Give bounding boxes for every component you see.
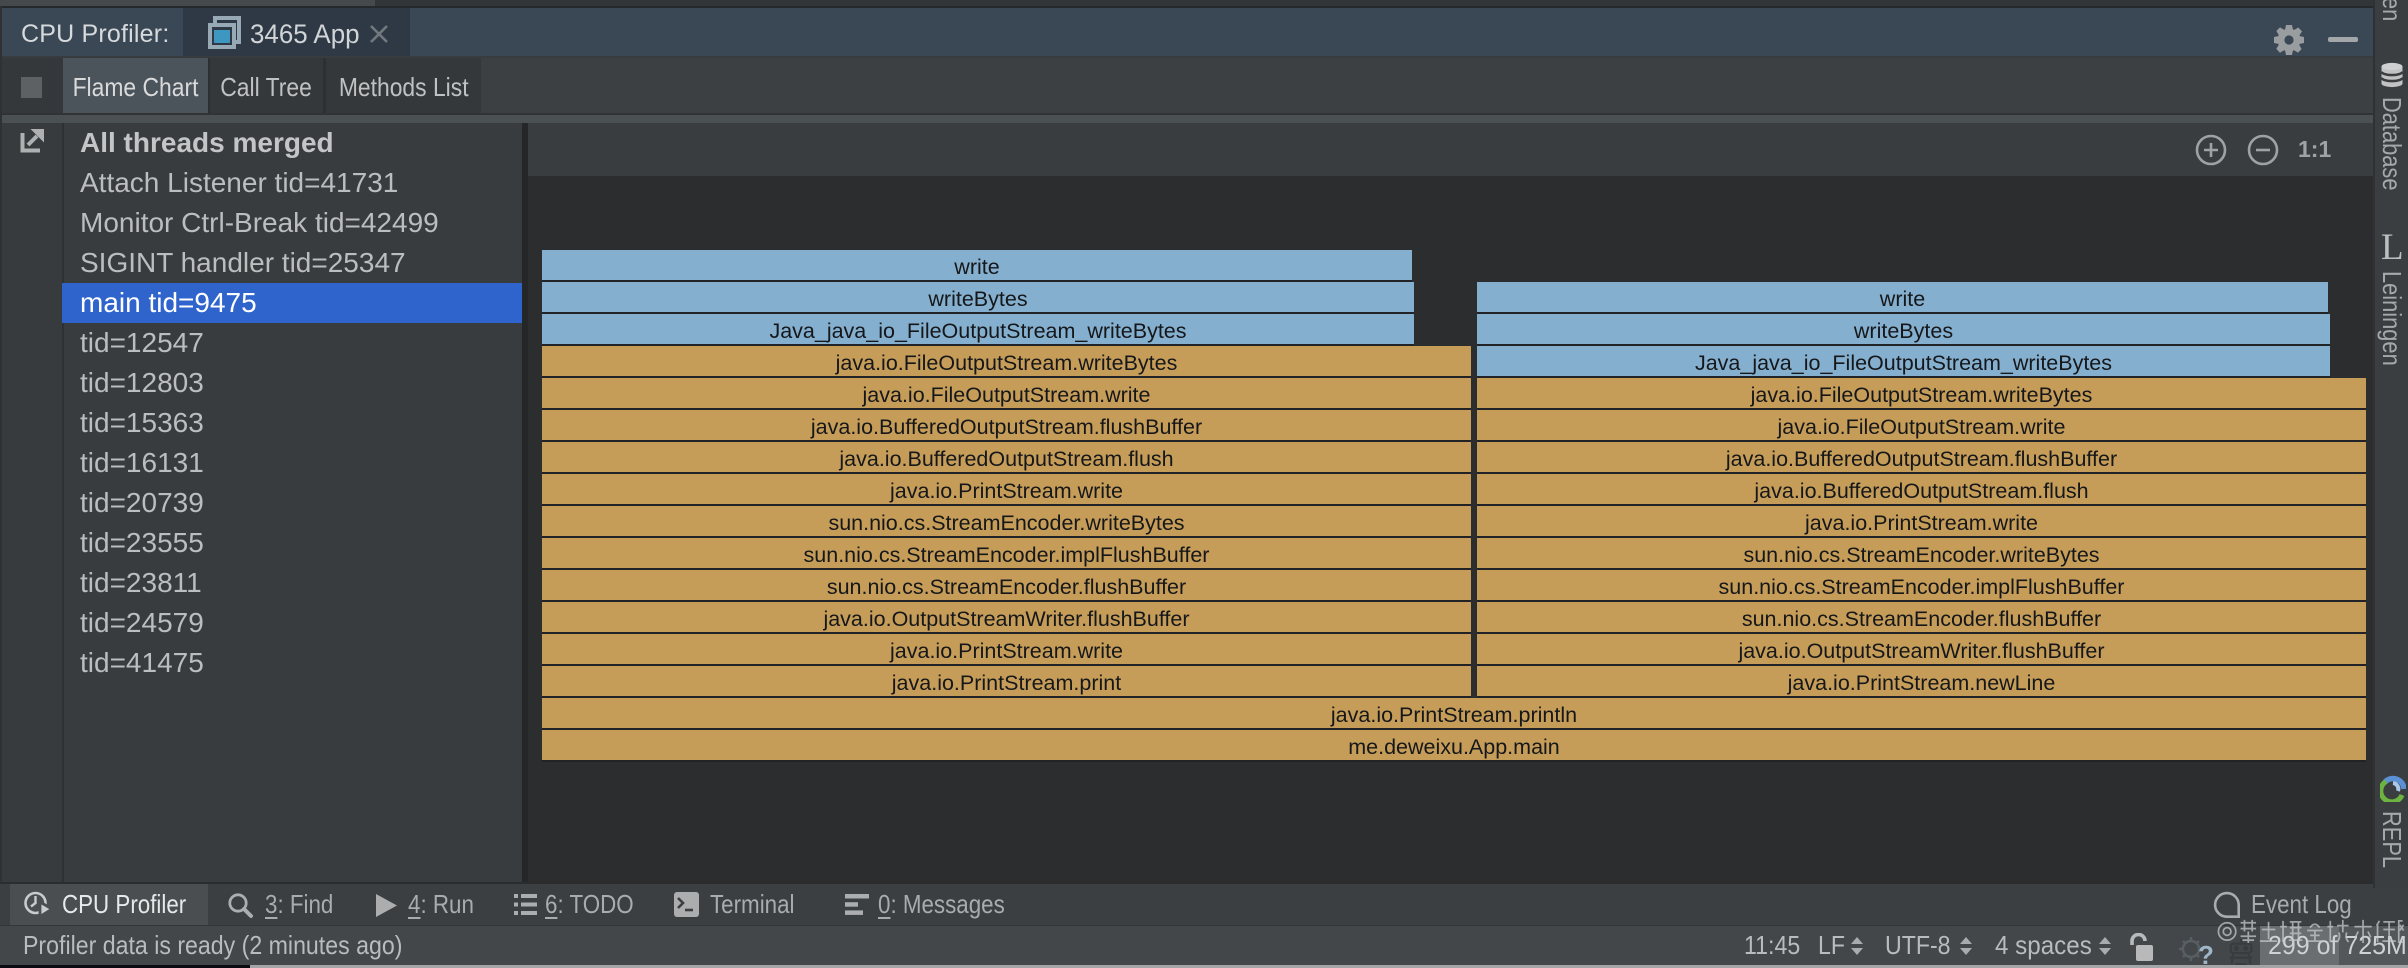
svg-text:?: ? <box>2198 940 2214 968</box>
